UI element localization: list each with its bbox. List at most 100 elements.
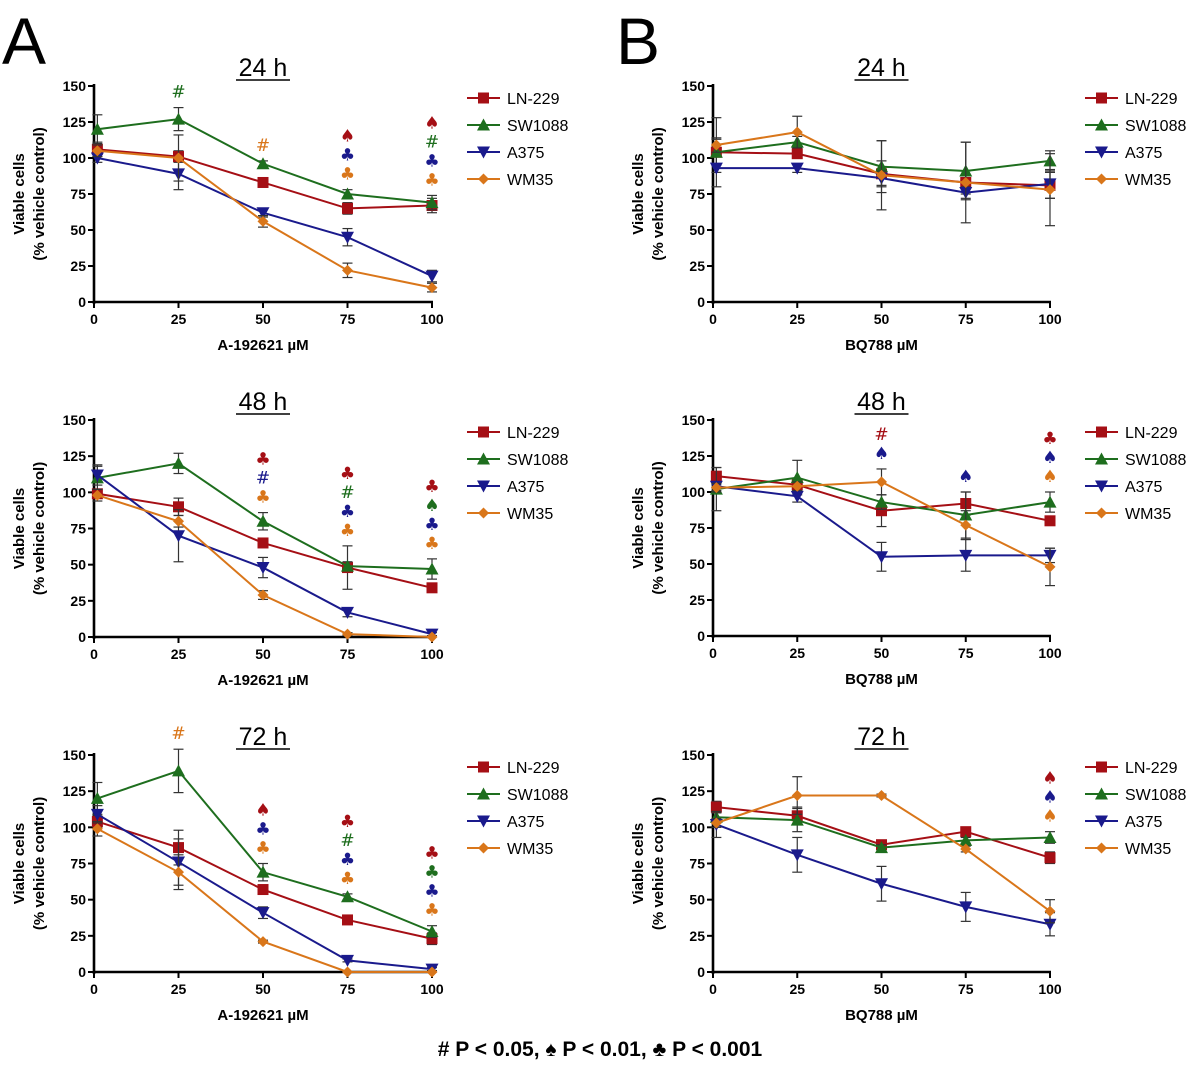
legend-label: WM35: [1125, 841, 1171, 858]
legend-item-a375: A375: [467, 479, 544, 496]
significance-marker: ♣: [340, 869, 355, 889]
x-tick-label: 25: [789, 981, 805, 997]
y-axis-label: Viable cells: [11, 823, 28, 904]
data-point: [256, 562, 270, 575]
series-sw1088: [90, 452, 439, 580]
data-point: [791, 790, 803, 802]
significance-marker: ♣: [424, 151, 439, 171]
data-point: [341, 890, 354, 903]
y-tick-label: 0: [78, 294, 86, 310]
x-tick-label: 25: [171, 311, 187, 327]
y-tick-label: 25: [689, 258, 705, 274]
significance-marker: ♣: [424, 534, 439, 554]
data-point: [791, 148, 803, 160]
y-tick-label: 25: [689, 592, 705, 608]
data-point: [341, 954, 354, 967]
legend-label: LN-229: [1125, 91, 1178, 108]
legend-marker: [478, 842, 489, 854]
x-tick-label: 50: [255, 311, 271, 327]
data-point: [790, 849, 804, 862]
y-tick-label: 150: [63, 747, 87, 763]
legend-label: A375: [507, 145, 544, 162]
data-point: [710, 817, 722, 829]
data-point: [172, 530, 185, 543]
data-point: [791, 480, 803, 492]
data-point: [959, 901, 973, 914]
data-point: [341, 231, 354, 244]
legend-item-a375: A375: [1085, 479, 1162, 496]
significance-marker: ♣: [424, 882, 439, 902]
y-axis-label: (% vehicle control): [31, 797, 48, 930]
data-point: [875, 551, 888, 564]
significance-marker: ♠: [1042, 788, 1057, 808]
data-point: [173, 501, 184, 513]
x-axis-label: A-192621 µM: [217, 1007, 308, 1024]
chart-title: 72 h: [857, 723, 906, 751]
legend-label: A375: [507, 479, 544, 496]
data-point: [90, 122, 104, 135]
y-tick-label: 75: [70, 186, 86, 202]
data-point: [257, 537, 269, 549]
x-tick-label: 50: [874, 981, 890, 997]
y-tick-label: 50: [70, 892, 86, 908]
legend-label: WM35: [1125, 506, 1171, 523]
data-point: [342, 966, 353, 978]
significance-marker: ♣: [424, 863, 439, 883]
y-axis-label: Viable cells: [11, 488, 28, 569]
y-tick-label: 100: [682, 484, 706, 500]
x-tick-label: 0: [709, 981, 717, 997]
legend-label: A375: [1125, 145, 1162, 162]
y-tick-label: 150: [682, 78, 706, 94]
data-point: [876, 790, 887, 802]
y-tick-label: 0: [78, 629, 86, 645]
series-wm35: [710, 468, 1056, 587]
data-point: [790, 471, 804, 484]
legend-marker: [1095, 452, 1108, 465]
legend-marker: [1096, 507, 1107, 519]
y-tick-label: 50: [689, 222, 705, 238]
legend-label: LN-229: [507, 425, 560, 442]
x-tick-label: 100: [1038, 981, 1062, 997]
x-tick-label: 50: [255, 981, 271, 997]
x-tick-label: 100: [1038, 311, 1062, 327]
y-axis-label: Viable cells: [630, 823, 647, 904]
legend-item-sw1088: SW1088: [1085, 787, 1186, 804]
x-tick-label: 0: [90, 981, 98, 997]
data-point: [341, 559, 354, 572]
data-point: [173, 152, 184, 164]
data-point: [426, 933, 438, 945]
significance-marker: #: [340, 483, 354, 503]
significance-marker: ♣: [340, 146, 355, 166]
significance-marker: ♣: [255, 820, 270, 840]
x-tick-label: 50: [874, 311, 890, 327]
y-tick-label: 50: [70, 222, 86, 238]
significance-marker: ♠: [1042, 448, 1057, 468]
legend-item-wm35: WM35: [1085, 172, 1171, 189]
series-wm35: [710, 776, 1056, 924]
data-point: [960, 826, 972, 838]
significance-marker: ♠: [424, 496, 439, 516]
legend-item-wm35: WM35: [467, 506, 553, 523]
data-point: [876, 505, 887, 517]
x-tick-label: 0: [90, 311, 98, 327]
legend-item-sw1088: SW1088: [467, 118, 568, 135]
series-sw1088: [90, 106, 439, 211]
data-point: [875, 495, 888, 508]
x-tick-label: 0: [90, 646, 98, 662]
series-a375: [90, 464, 439, 641]
data-point: [960, 843, 972, 855]
legend-marker: [1095, 118, 1108, 131]
series-ln-229: [710, 466, 1056, 528]
legend-label: SW1088: [1125, 452, 1186, 469]
y-axis-label: Viable cells: [630, 487, 647, 568]
legend-label: WM35: [507, 506, 553, 523]
data-point: [875, 878, 888, 891]
legend-item-ln-229: LN-229: [1085, 760, 1178, 777]
x-tick-label: 25: [171, 646, 187, 662]
legend-marker: [1095, 787, 1108, 800]
y-tick-label: 150: [63, 78, 87, 94]
legend-item-ln-229: LN-229: [467, 91, 560, 108]
data-point: [710, 139, 722, 151]
data-point: [425, 196, 439, 209]
x-tick-label: 100: [420, 646, 444, 662]
